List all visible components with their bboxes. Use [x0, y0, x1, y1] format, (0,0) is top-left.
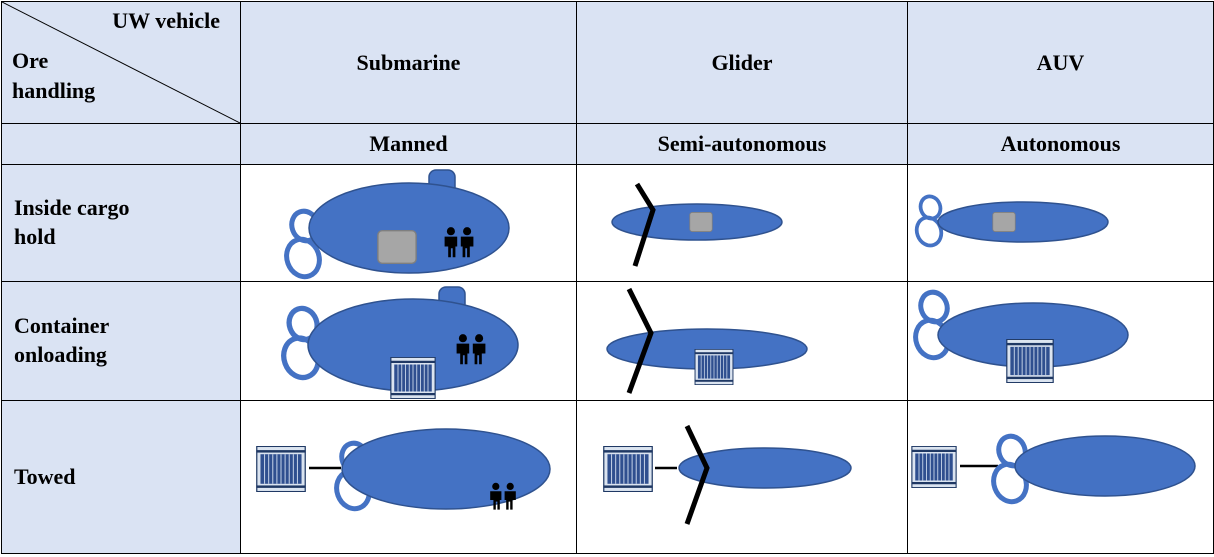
- subheader-row: Manned Semi-autonomous Autonomous: [1, 123, 1214, 165]
- auv: [914, 193, 1109, 248]
- header-cell: Glider: [576, 1, 908, 124]
- corner-cell: UW vehicle Ore handling: [1, 1, 242, 124]
- header-cell: AUV: [907, 1, 1214, 124]
- glider: [606, 287, 808, 394]
- illustration: [576, 400, 908, 554]
- glider: [611, 182, 783, 267]
- illustration: [907, 281, 1214, 401]
- subheader-cell: Semi-autonomous: [576, 123, 908, 165]
- empty-cell: [1, 123, 241, 165]
- illustration: [907, 164, 1214, 282]
- subheader-cell: Autonomous: [907, 123, 1214, 165]
- header-row: UW vehicle Ore handling Submarine Glider…: [1, 1, 1214, 124]
- corner-bottom: Ore handling: [12, 48, 96, 103]
- illustration: [576, 164, 908, 282]
- glider: [602, 424, 852, 525]
- corner-top: UW vehicle: [112, 8, 220, 33]
- row: Towed: [1, 400, 1214, 554]
- illustration: [240, 281, 577, 401]
- submarine: [255, 427, 551, 553]
- row-label-text: Inside cargo hold: [14, 195, 130, 249]
- auv: [908, 283, 1129, 383]
- row-label: Inside cargo hold: [1, 164, 241, 282]
- auv: [910, 402, 1196, 553]
- illustration: [907, 400, 1214, 554]
- row-label: Container onloading: [1, 281, 241, 401]
- illustration: [240, 164, 577, 282]
- illustration: [240, 400, 577, 554]
- submarine: [241, 168, 510, 281]
- illustration: [576, 281, 908, 401]
- submarine: [241, 285, 519, 399]
- header-cell: Submarine: [240, 1, 577, 124]
- diagonal: [2, 2, 242, 124]
- row-label-text: Container onloading: [14, 313, 109, 367]
- row-label: Towed: [1, 400, 241, 554]
- row: Inside cargo hold: [1, 164, 1214, 282]
- row-label-text: Towed: [14, 463, 76, 489]
- subheader-cell: Manned: [240, 123, 577, 165]
- row: Container onloading: [1, 281, 1214, 401]
